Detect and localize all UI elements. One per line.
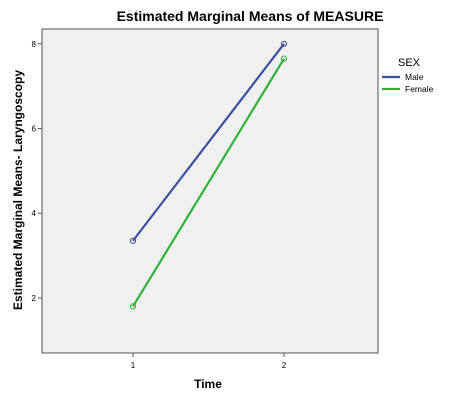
y-tick-label: 8 bbox=[32, 40, 37, 49]
legend-label-female: Female bbox=[405, 84, 434, 94]
y-tick-label: 4 bbox=[32, 209, 37, 218]
x-tick-label: 1 bbox=[131, 361, 136, 370]
data-point-female bbox=[129, 303, 137, 310]
series-line-male bbox=[132, 43, 285, 242]
data-point-male bbox=[129, 237, 137, 244]
y-tick-label: 2 bbox=[32, 294, 37, 303]
data-point-female bbox=[280, 55, 288, 62]
series-line-female bbox=[132, 58, 285, 307]
data-point-male bbox=[280, 40, 288, 47]
x-axis-label: Time bbox=[194, 377, 222, 391]
chart-title: Estimated Marginal Means of MEASURE bbox=[117, 8, 384, 24]
legend-title: SEX bbox=[398, 57, 421, 69]
legend: SEX Male Female bbox=[382, 57, 434, 94]
y-axis: 2 4 6 8 bbox=[32, 40, 42, 303]
legend-label-male: Male bbox=[405, 72, 424, 82]
plot-area bbox=[41, 28, 379, 354]
x-tick-label: 2 bbox=[282, 361, 287, 370]
y-tick-label: 6 bbox=[32, 125, 37, 134]
series-layer bbox=[129, 40, 288, 310]
y-axis-label: Estimated Marginal Means- Laryngoscopy bbox=[11, 70, 25, 310]
